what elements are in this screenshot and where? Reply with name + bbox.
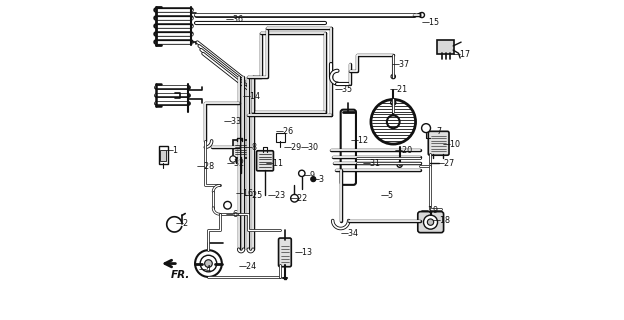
Text: —21: —21: [390, 85, 408, 94]
FancyBboxPatch shape: [256, 151, 273, 171]
Text: —18: —18: [433, 216, 451, 225]
FancyBboxPatch shape: [276, 133, 285, 141]
Text: —29: —29: [283, 143, 301, 152]
Circle shape: [311, 177, 316, 182]
Text: —37: —37: [392, 60, 410, 69]
Text: —26: —26: [275, 127, 293, 136]
FancyBboxPatch shape: [428, 131, 449, 155]
Circle shape: [205, 260, 212, 268]
Text: —27: —27: [436, 159, 454, 168]
Circle shape: [299, 170, 305, 177]
FancyBboxPatch shape: [158, 146, 168, 164]
Circle shape: [419, 12, 424, 18]
Circle shape: [427, 219, 434, 225]
Text: —14: —14: [243, 92, 261, 101]
Text: —10: —10: [442, 140, 461, 148]
Text: —17: —17: [452, 50, 470, 59]
Text: —6: —6: [226, 210, 239, 219]
Circle shape: [387, 116, 399, 128]
Text: —11: —11: [266, 159, 284, 168]
FancyBboxPatch shape: [160, 150, 166, 161]
Text: —30: —30: [301, 143, 319, 152]
Text: —7: —7: [430, 127, 443, 136]
Text: —20: —20: [395, 146, 413, 155]
Text: —5: —5: [381, 190, 394, 200]
Text: —13: —13: [295, 248, 313, 257]
Circle shape: [195, 250, 222, 277]
Circle shape: [224, 201, 232, 209]
Text: —23: —23: [268, 190, 286, 200]
FancyBboxPatch shape: [341, 110, 356, 185]
FancyBboxPatch shape: [278, 238, 291, 267]
Text: —25: —25: [245, 190, 263, 200]
Text: —35: —35: [335, 85, 353, 94]
Circle shape: [200, 255, 217, 272]
Circle shape: [397, 162, 402, 167]
Circle shape: [230, 156, 236, 162]
Text: —9: —9: [303, 172, 316, 180]
Text: —33: —33: [223, 117, 241, 126]
Text: —15: —15: [422, 19, 440, 28]
Text: —28: —28: [197, 162, 215, 171]
Text: —4: —4: [199, 265, 212, 275]
Text: —3: —3: [312, 175, 325, 184]
Circle shape: [391, 100, 396, 105]
Text: —34: —34: [341, 229, 359, 238]
Text: —31: —31: [363, 159, 381, 168]
Text: —1: —1: [165, 146, 178, 155]
FancyBboxPatch shape: [233, 140, 248, 158]
Text: —2: —2: [175, 219, 188, 228]
Circle shape: [391, 74, 396, 79]
Text: —16: —16: [235, 189, 253, 198]
Text: —19: —19: [421, 206, 439, 215]
Text: —36: —36: [225, 15, 243, 24]
Circle shape: [422, 124, 431, 132]
Circle shape: [424, 215, 437, 229]
Text: —32: —32: [227, 159, 245, 168]
Text: —12: —12: [350, 136, 368, 145]
Text: FR.: FR.: [171, 270, 190, 280]
Text: —24: —24: [239, 262, 257, 271]
Circle shape: [291, 195, 298, 202]
Circle shape: [371, 100, 416, 144]
Text: —22: —22: [290, 194, 308, 203]
FancyBboxPatch shape: [418, 212, 444, 233]
FancyBboxPatch shape: [437, 40, 454, 54]
Text: —8: —8: [245, 143, 258, 152]
